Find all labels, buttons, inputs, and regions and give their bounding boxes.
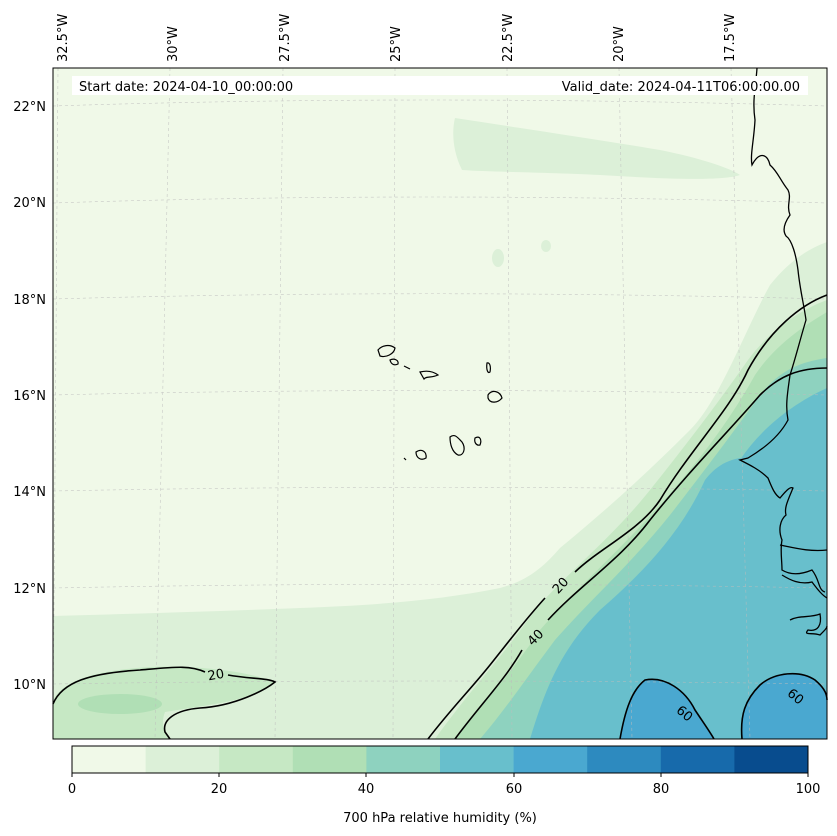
date-info-box: [72, 76, 808, 95]
longitude-labels: 32.5°W 30°W 27.5°W 25°W 22.5°W 20°W 17.5…: [56, 14, 738, 62]
lat-label: 10°N: [13, 678, 46, 693]
colorbar-tick-label: 40: [358, 782, 375, 797]
island-boa-vista: [487, 390, 503, 403]
colorbar-ticks: [71, 773, 809, 777]
guinea-bissau-coast: [781, 574, 828, 599]
lon-label: 30°W: [166, 26, 181, 62]
lon-label: 20°W: [612, 26, 627, 62]
cape-verde-islands: [377, 344, 503, 461]
gambia-inlet: [779, 544, 828, 552]
lat-label: 20°N: [13, 196, 46, 211]
latitude-labels: 22°N 20°N 18°N 16°N 14°N 12°N 10°N: [13, 100, 46, 693]
coastlines: [738, 67, 828, 636]
colorbar-cell: [440, 746, 515, 773]
contour-line-60-southeast: [740, 672, 828, 740]
colorbar-tick-label: 80: [653, 782, 670, 797]
colorbar-cell: [292, 746, 367, 773]
colorbar-cell: [587, 746, 662, 773]
contour-label-20-southwest: 20: [207, 667, 226, 685]
colorbar-tick-label: 100: [796, 782, 821, 797]
humidity-spot-small-1: [492, 249, 504, 267]
humidity-band-10-20-north: [453, 118, 740, 179]
contour-line-60-south: [619, 678, 715, 740]
map-panel: 20 20 40 60 60: [52, 67, 828, 740]
humidity-band-60-70-southeast: [741, 673, 827, 739]
colorbar-cell: [513, 746, 588, 773]
colorbar-cell: [734, 746, 809, 773]
humidity-band-60-70-south: [620, 679, 714, 739]
colorbar-cell: [660, 746, 735, 773]
lon-label: 27.5°W: [278, 14, 293, 62]
lon-label: 17.5°W: [723, 14, 738, 62]
colorbar-cell: [219, 746, 294, 773]
lat-label: 18°N: [13, 293, 46, 308]
africa-coastline: [738, 67, 826, 593]
colorbar-cell: [145, 746, 220, 773]
island-sao-vicente: [389, 358, 399, 366]
colorbar-cell: [72, 746, 147, 773]
lat-label: 12°N: [13, 582, 46, 597]
island-sal: [486, 362, 491, 374]
contour-lines: [52, 294, 828, 740]
lon-label: 32.5°W: [56, 14, 71, 62]
island-maio: [474, 436, 482, 446]
lat-label: 22°N: [13, 100, 46, 115]
start-date-text: Start date: 2024-04-10_00:00:00: [79, 80, 293, 95]
colorbar-tick-label: 20: [211, 782, 228, 797]
colorbar-frame: [71, 745, 809, 774]
colorbar-cell: [366, 746, 441, 773]
humidity-band-20-30-southwest: [53, 666, 275, 739]
humidity-band-50-60-coast: [740, 388, 827, 520]
island-fogo: [415, 449, 427, 460]
lon-label: 22.5°W: [501, 14, 516, 62]
island-santo-antao: [377, 344, 396, 358]
graticule: [52, 67, 828, 740]
africa-coastline-south: [789, 613, 828, 636]
map-frame: [52, 67, 828, 740]
contour-line-20-east: [427, 294, 828, 740]
island-santiago: [449, 434, 465, 456]
valid-date-text: Valid_date: 2024-04-11T06:00:00.00: [562, 80, 800, 95]
colorbar: 0 20 40 60 80 100 700 hPa relative humid…: [68, 745, 821, 826]
humidity-band-50-60: [530, 420, 827, 739]
island-santa-luzia: [403, 365, 411, 370]
island-sao-nicolau: [419, 370, 440, 381]
lon-label: 25°W: [389, 26, 404, 62]
colorbar-title: 700 hPa relative humidity (%): [343, 811, 537, 826]
contour-line-40: [454, 367, 828, 740]
lat-label: 14°N: [13, 485, 46, 500]
colorbar-tick-label: 0: [68, 782, 76, 797]
lat-label: 16°N: [13, 389, 46, 404]
colorbar-tick-label: 60: [506, 782, 523, 797]
humidity-spot-30-40-southwest: [78, 694, 162, 714]
colorbar-cells: [72, 746, 809, 773]
island-brava: [403, 457, 407, 461]
contour-line-20-southwest: [52, 666, 277, 740]
humidity-spot-small-2: [541, 240, 551, 252]
